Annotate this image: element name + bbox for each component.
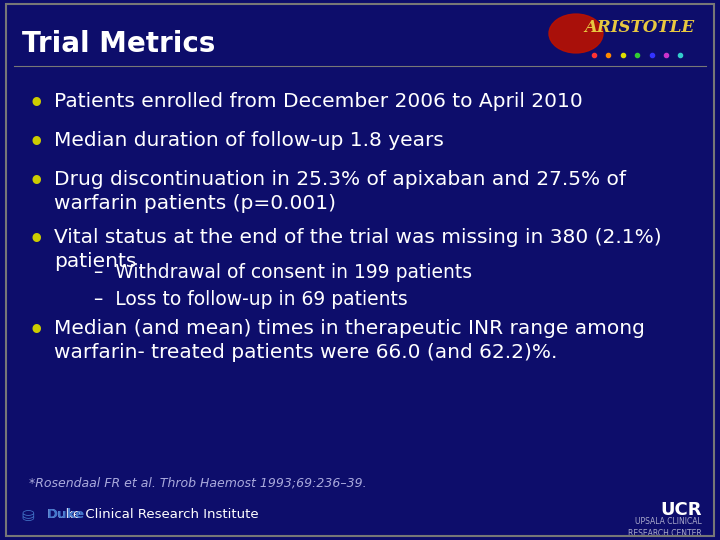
Text: Vital status at the end of the trial was missing in 380 (2.1%)
patients: Vital status at the end of the trial was… [54,228,662,271]
Text: •: • [29,92,45,116]
Text: Median (and mean) times in therapeutic INR range among
warfarin- treated patient: Median (and mean) times in therapeutic I… [54,319,645,362]
Text: UPSALA CLINICAL
RESEARCH CENTER: UPSALA CLINICAL RESEARCH CENTER [629,517,702,538]
Text: Duke: Duke [47,508,85,521]
Text: Median duration of follow-up 1.8 years: Median duration of follow-up 1.8 years [54,131,444,150]
Text: ⛁: ⛁ [22,509,35,524]
Text: *Rosendaal FR et al. Throb Haemost 1993;69:236–39.: *Rosendaal FR et al. Throb Haemost 1993;… [29,476,366,489]
Text: •: • [29,131,45,154]
Text: •: • [29,170,45,193]
Text: ARISTOTLE: ARISTOTLE [585,19,695,36]
Text: •: • [29,319,45,342]
Text: Duke Clinical Research Institute: Duke Clinical Research Institute [47,508,258,521]
Text: –  Withdrawal of consent in 199 patients: – Withdrawal of consent in 199 patients [94,263,472,282]
Text: Patients enrolled from December 2006 to April 2010: Patients enrolled from December 2006 to … [54,92,582,111]
Text: •: • [29,228,45,252]
Text: –  Loss to follow-up in 69 patients: – Loss to follow-up in 69 patients [94,290,408,309]
Text: Trial Metrics: Trial Metrics [22,30,215,58]
Text: UCR: UCR [660,501,702,519]
Text: Drug discontinuation in 25.3% of apixaban and 27.5% of
warfarin patients (p=0.00: Drug discontinuation in 25.3% of apixaba… [54,170,626,213]
Ellipse shape [549,14,603,53]
